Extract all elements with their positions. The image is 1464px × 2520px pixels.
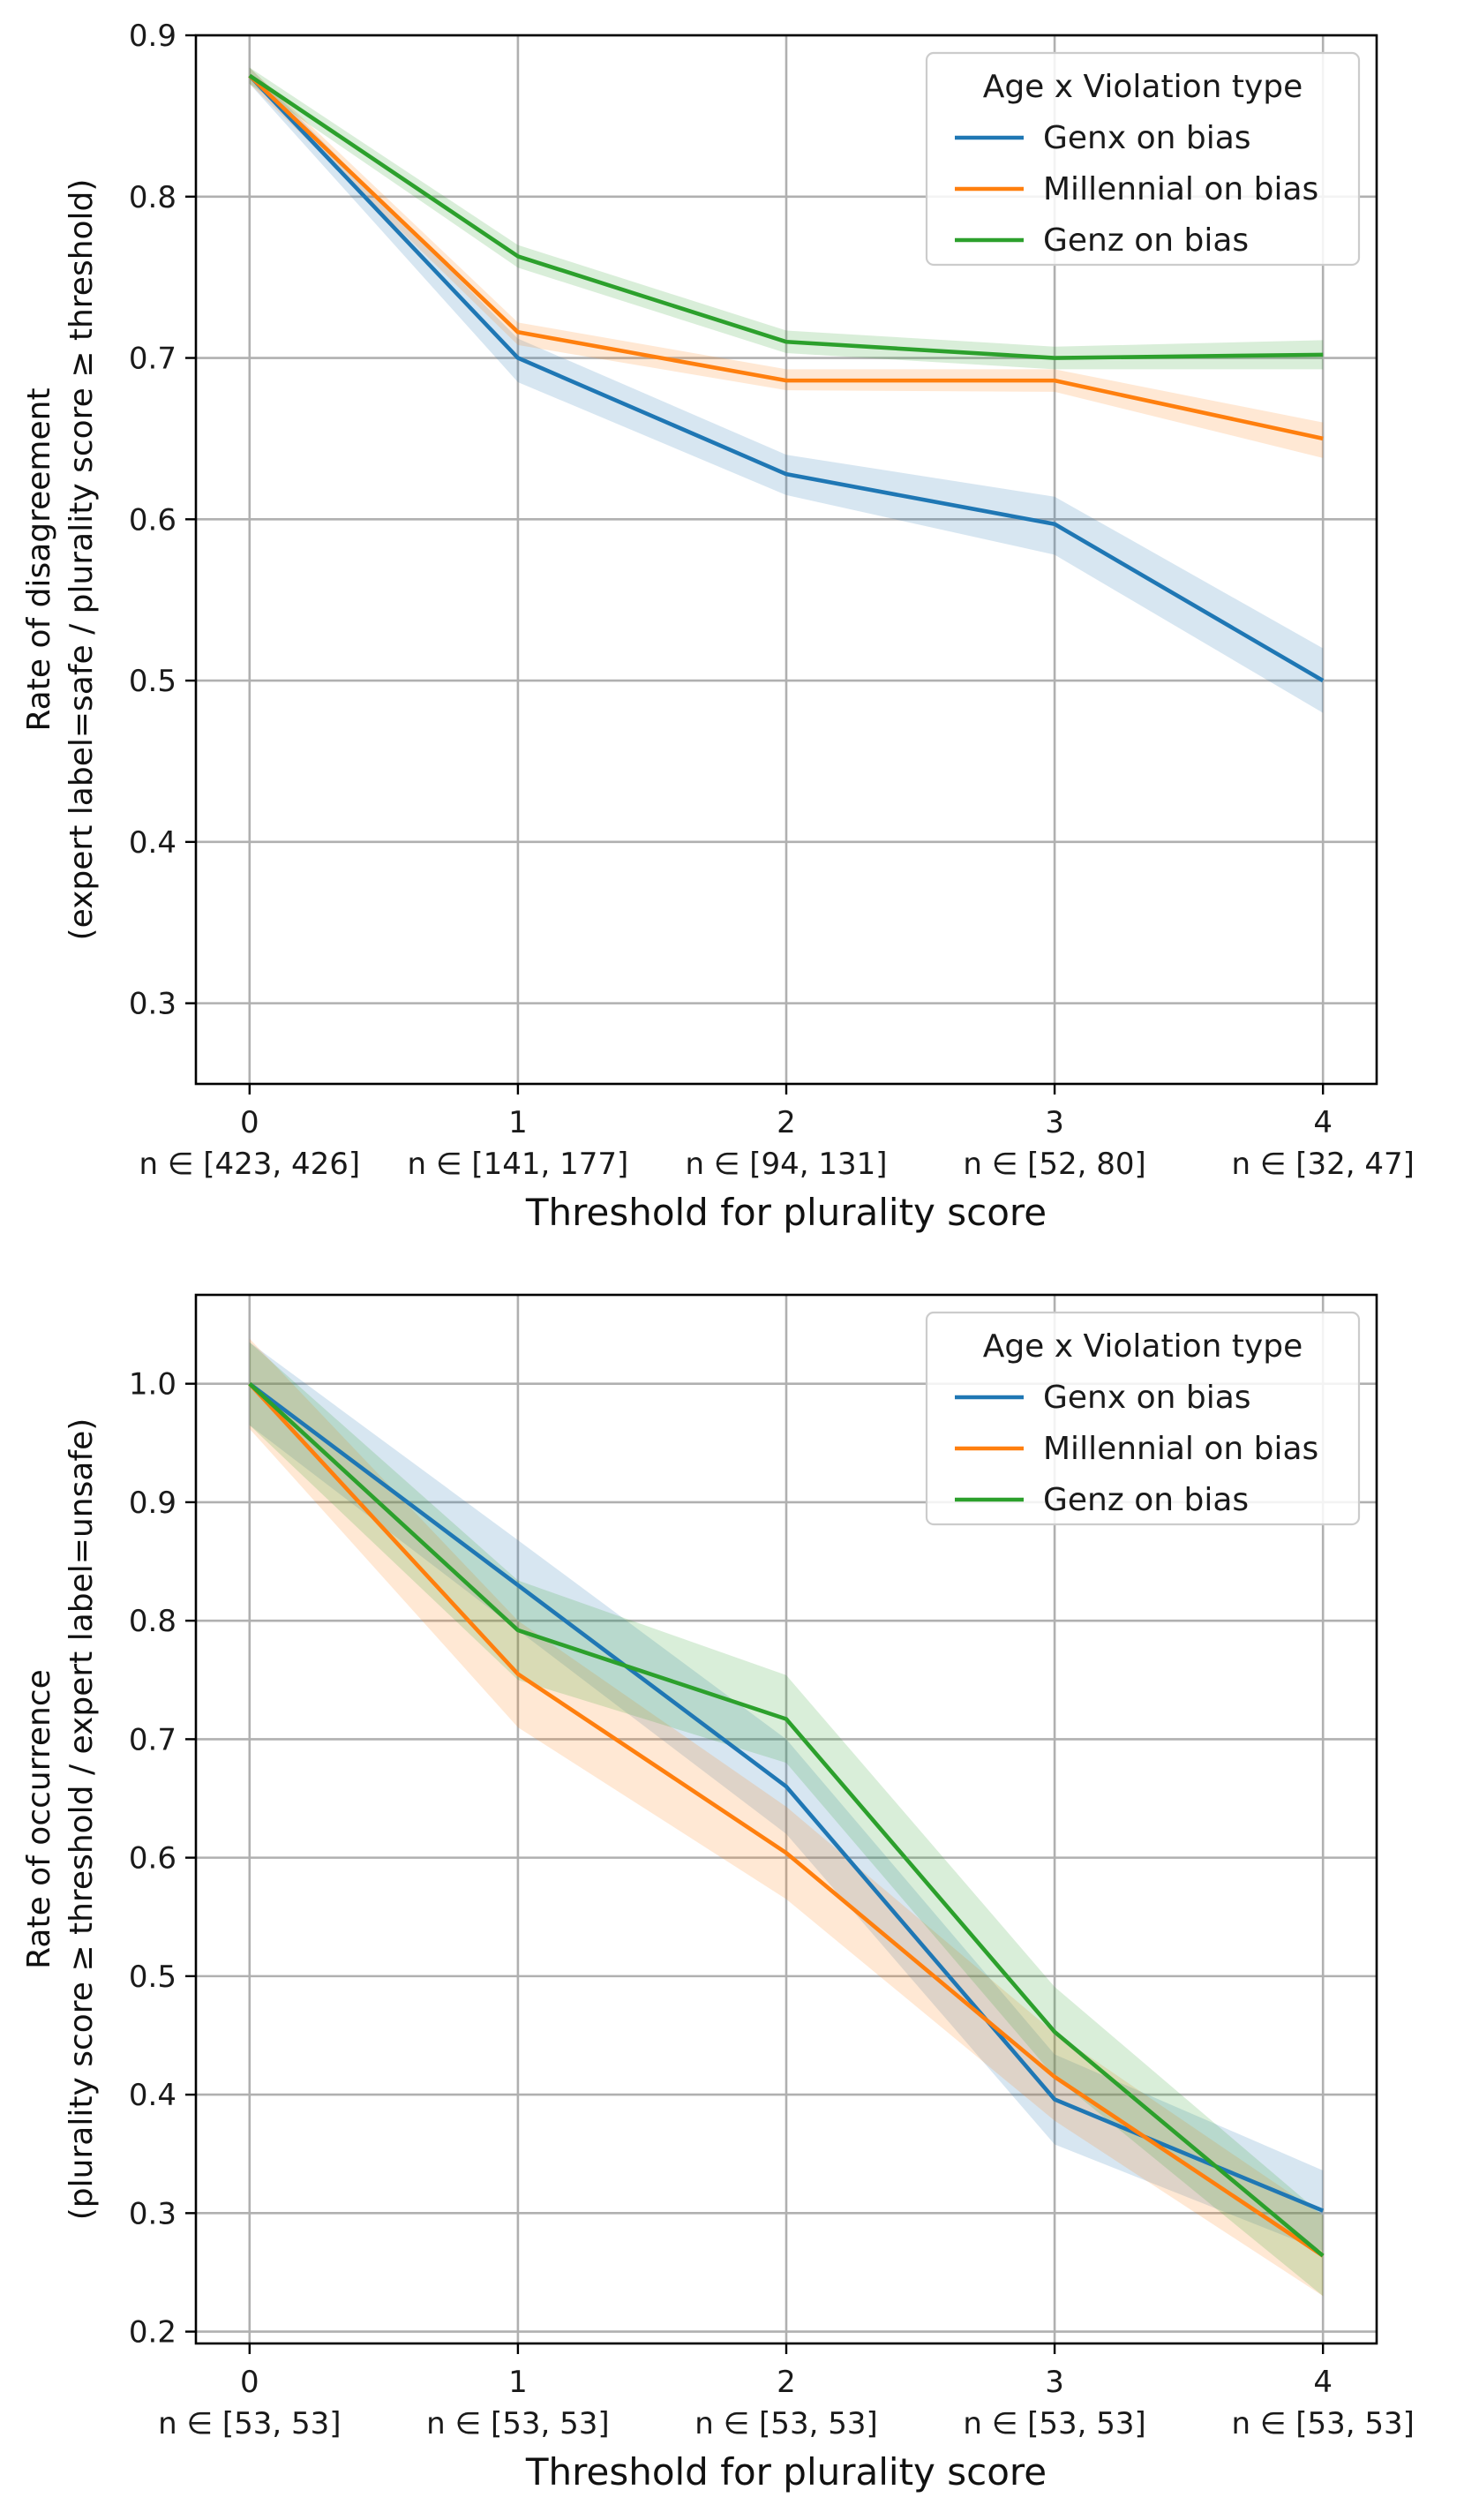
chart-occurrence: 0.2 0.3 0.4 0.5 0.6 0.7 0.8 0.9 1.0 0 n ∈ [53, 53]…: [21, 1293, 1415, 2494]
x-tick-label-1: 1: [508, 1105, 528, 1140]
y-tick-label-3: 0.6: [129, 502, 176, 538]
chart-panel-disagreement: 0.3 0.4 0.5 0.6 0.7 0.8 0.9 0 n ∈ [423, 426] 1 n ∈…: [21, 19, 1415, 1234]
x-n-label-0: n ∈ [53, 53]: [158, 2406, 341, 2441]
legend-label-genx-on-bias: Genx on bias: [1043, 120, 1251, 156]
legend-label-millennial-on-bias: Millennial on bias: [1043, 1431, 1318, 1467]
x-n-label-2: n ∈ [53, 53]: [694, 2406, 877, 2441]
y-axis-title: Rate of disagreement (expert label=safe /…: [21, 179, 100, 941]
x-axis: 0 n ∈ [53, 53] 1 n ∈ [53, 53] 2 n ∈ [53, 53] 3…: [158, 2343, 1415, 2441]
y-axis-title-line-0: Rate of disagreement: [21, 387, 57, 731]
x-tick-label-2: 2: [777, 1105, 796, 1140]
y-axis-title-line-0: Rate of occurrence: [21, 1669, 57, 1969]
x-tick-label-3: 3: [1045, 2365, 1064, 2400]
x-axis-title: Threshold for plurality score: [525, 2450, 1047, 2494]
x-axis-title: Threshold for plurality score: [525, 1191, 1047, 1234]
legend-label-millennial-on-bias: Millennial on bias: [1043, 171, 1318, 207]
x-n-label-2: n ∈ [94, 131]: [685, 1147, 887, 1182]
x-tick-label-3: 3: [1045, 1105, 1064, 1140]
band-millennial-on-bias: [249, 1338, 1324, 2297]
y-tick-label-1: 0.4: [129, 825, 176, 861]
x-n-label-1: n ∈ [53, 53]: [426, 2406, 609, 2441]
x-n-label-3: n ∈ [53, 53]: [963, 2406, 1145, 2441]
x-tick-label-4: 4: [1313, 1105, 1333, 1140]
y-tick-label-8: 1.0: [129, 1367, 176, 1403]
legend-title: Age x Violation type: [983, 69, 1303, 105]
legend-box: [925, 1311, 1361, 1526]
series-lines: [248, 1381, 1325, 2258]
band-genx-on-bias: [249, 67, 1324, 713]
y-tick-label-5: 0.8: [129, 180, 176, 215]
y-tick-label-7: 0.9: [129, 1486, 176, 1521]
y-axis-title-line-1: (plurality score ≥ threshold / expert la…: [64, 1418, 100, 2221]
legend-title: Age x Violation type: [983, 1328, 1303, 1365]
x-tick-label-1: 1: [508, 2365, 528, 2400]
x-tick-label-2: 2: [777, 2365, 796, 2400]
y-axis-title-line-1: (expert label=safe / plurality score ≥ t…: [64, 179, 100, 941]
band-genz-on-bias: [249, 1342, 1324, 2297]
y-tick-label-6: 0.9: [129, 19, 176, 54]
x-tick-label-0: 0: [240, 2365, 259, 2400]
legend-label-genz-on-bias: Genz on bias: [1043, 222, 1249, 259]
y-tick-label-6: 0.8: [129, 1604, 176, 1639]
x-n-label-3: n ∈ [52, 80]: [963, 1147, 1145, 1182]
y-tick-label-3: 0.5: [129, 1960, 176, 1995]
y-tick-label-5: 0.7: [129, 1722, 176, 1757]
chart-disagreement: 0.3 0.4 0.5 0.6 0.7 0.8 0.9 0 n ∈ [423, 426] 1 n ∈…: [21, 19, 1415, 1234]
legend-label-genx-on-bias: Genx on bias: [1043, 1380, 1251, 1416]
series-lines: [248, 73, 1325, 683]
x-tick-label-4: 4: [1313, 2365, 1333, 2400]
y-tick-label-4: 0.6: [129, 1841, 176, 1877]
legend: Age x Violation type Genx on bias Millenni…: [925, 1311, 1361, 1526]
y-axis: 0.2 0.3 0.4 0.5 0.6 0.7 0.8 0.9 1.0: [129, 1367, 196, 2351]
x-n-label-4: n ∈ [53, 53]: [1231, 2406, 1414, 2441]
x-n-label-4: n ∈ [32, 47]: [1231, 1147, 1414, 1182]
legend: Age x Violation type Genx on bias Millenni…: [925, 51, 1361, 267]
x-axis: 0 n ∈ [423, 426] 1 n ∈ [141, 177] 2 n ∈ [94, …: [139, 1084, 1415, 1182]
y-tick-label-1: 0.3: [129, 2196, 176, 2231]
legend-label-genz-on-bias: Genz on bias: [1043, 1482, 1249, 1518]
x-n-label-0: n ∈ [423, 426]: [139, 1147, 360, 1182]
x-n-label-1: n ∈ [141, 177]: [408, 1147, 629, 1182]
band-genx-on-bias: [249, 1342, 1324, 2252]
y-tick-label-2: 0.4: [129, 2078, 176, 2113]
confidence-bands: [249, 1338, 1324, 2297]
x-tick-label-0: 0: [240, 1105, 259, 1140]
legend-box: [925, 51, 1361, 267]
y-axis-title: Rate of occurrence (plurality score ≥ thr…: [21, 1418, 100, 2221]
y-axis: 0.3 0.4 0.5 0.6 0.7 0.8 0.9: [129, 19, 196, 1022]
y-tick-label-0: 0.3: [129, 987, 176, 1022]
y-tick-label-4: 0.7: [129, 342, 176, 377]
y-tick-label-2: 0.5: [129, 664, 176, 699]
y-tick-label-0: 0.2: [129, 2315, 176, 2351]
chart-panel-occurrence: 0.2 0.3 0.4 0.5 0.6 0.7 0.8 0.9 1.0 0 n ∈ [53, 53]…: [0, 1260, 1464, 2519]
